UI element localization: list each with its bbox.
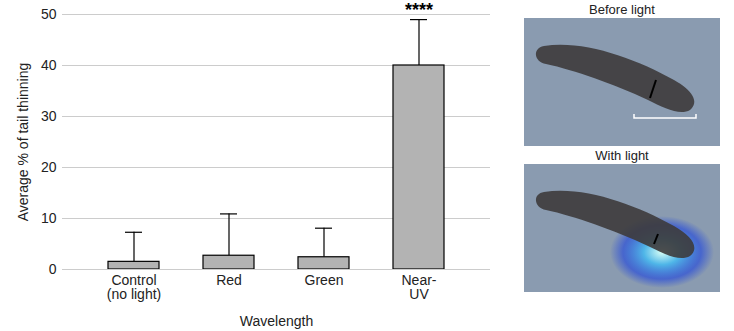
svg-text:Wavelength: Wavelength bbox=[240, 313, 313, 329]
svg-text:****: **** bbox=[405, 0, 433, 20]
svg-text:50: 50 bbox=[41, 6, 57, 22]
svg-text:Average % of tail thinning: Average % of tail thinning bbox=[15, 63, 31, 222]
html-text:With light: With light bbox=[595, 148, 649, 163]
svg-text:0: 0 bbox=[49, 261, 57, 277]
svg-text:30: 30 bbox=[41, 108, 57, 124]
svg-text:10: 10 bbox=[41, 210, 57, 226]
svg-text:Green: Green bbox=[305, 272, 344, 288]
html-text:Before light: Before light bbox=[589, 2, 655, 17]
svg-text:40: 40 bbox=[41, 57, 57, 73]
svg-text:Near-UV: Near-UV bbox=[401, 272, 436, 302]
svg-text:20: 20 bbox=[41, 159, 57, 175]
svg-text:Red: Red bbox=[216, 272, 242, 288]
svg-text:Control(no light): Control(no light) bbox=[107, 272, 161, 302]
